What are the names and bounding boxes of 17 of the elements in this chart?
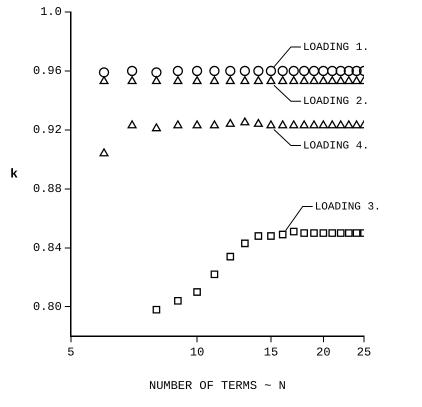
series-label: LOADING 4. bbox=[302, 140, 369, 152]
series-label: LOADING 2. bbox=[302, 96, 369, 108]
y-tick-label: 0.96 bbox=[32, 64, 62, 78]
y-tick-label: 0.80 bbox=[32, 300, 62, 314]
x-tick-label: 25 bbox=[356, 346, 372, 360]
x-tick-label: 20 bbox=[316, 346, 331, 360]
series-label: LOADING 1. bbox=[302, 42, 369, 54]
x-axis-title: NUMBER OF TERMS ~ N bbox=[148, 378, 286, 393]
y-tick-label: 0.84 bbox=[32, 240, 62, 255]
y-tick-label: 0.88 bbox=[32, 182, 62, 196]
x-tick-label: 5 bbox=[67, 346, 74, 360]
y-tick-label: 1.0 bbox=[40, 5, 62, 20]
y-axis-title: k bbox=[10, 166, 18, 182]
x-tick-label: 10 bbox=[190, 346, 204, 360]
y-tick-label: 0.92 bbox=[32, 123, 62, 138]
series-label: LOADING 3. bbox=[314, 201, 381, 214]
x-tick-label: 15 bbox=[264, 346, 278, 360]
